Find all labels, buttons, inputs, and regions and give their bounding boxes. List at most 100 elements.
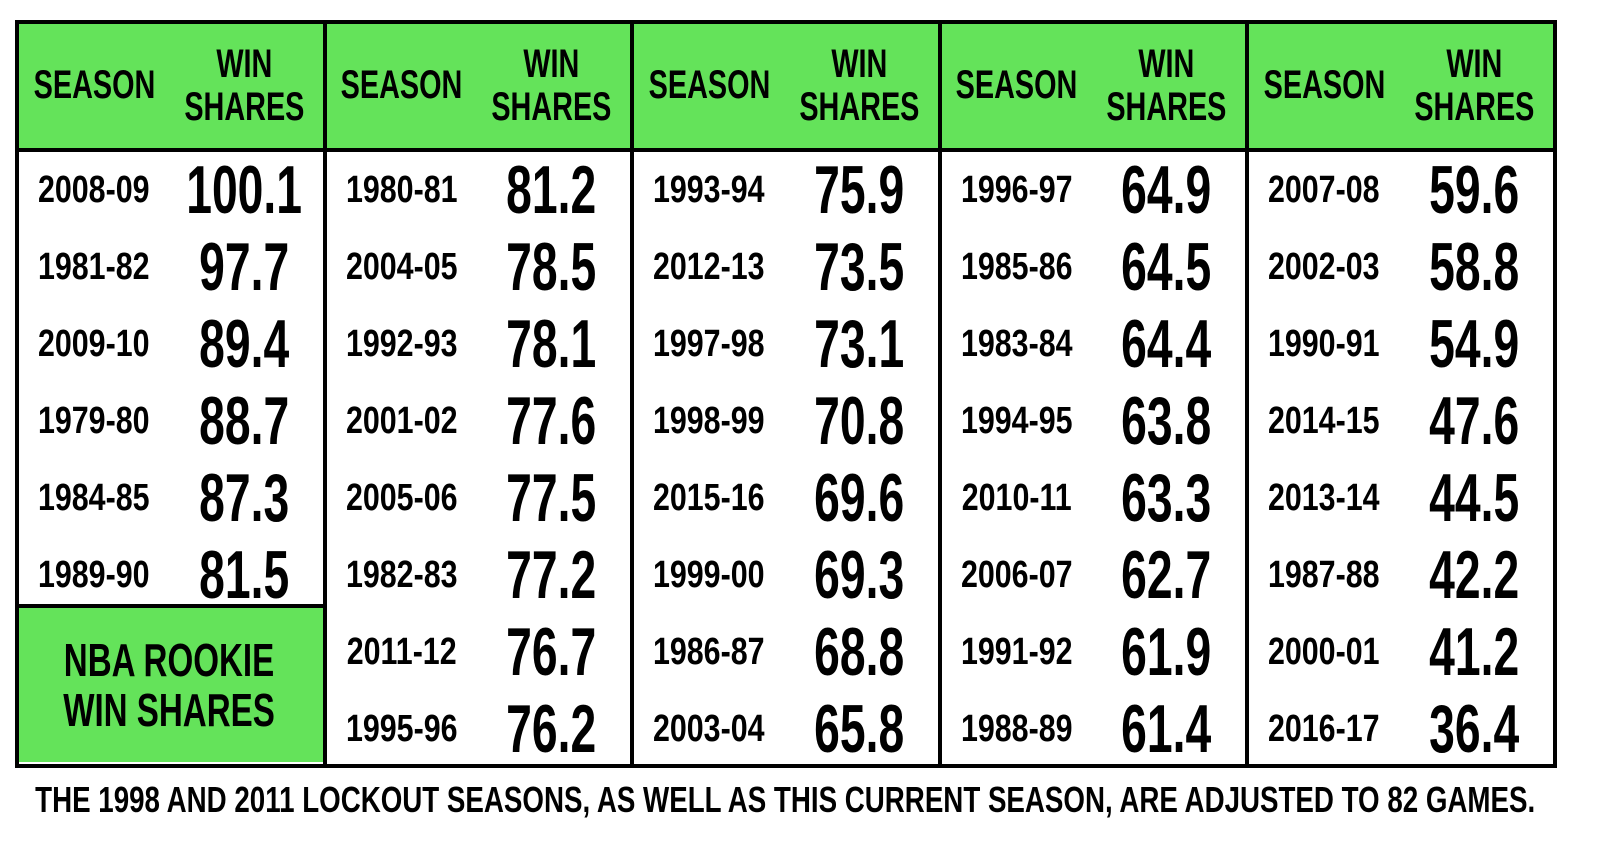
season-cell: 1993-94	[634, 152, 784, 229]
season: 1981-82	[38, 245, 150, 288]
season-cell: 2016-17	[1249, 691, 1399, 768]
season-cell: 1998-99	[634, 383, 784, 460]
win-shares: 63.3	[1121, 459, 1212, 536]
season-cell: 1991-92	[942, 614, 1092, 691]
win-shares-cell: 54.9	[1399, 306, 1549, 383]
header: SEASON WIN SHARES	[941, 24, 1245, 152]
season-cell: 1981-82	[19, 229, 169, 306]
win-shares-cell: 63.3	[1092, 460, 1242, 537]
season-cell: 1983-84	[942, 306, 1092, 383]
season: 1983-84	[960, 322, 1073, 365]
win-shares-cell: 65.8	[784, 691, 934, 768]
win-shares: 78.5	[506, 228, 597, 305]
win-shares: 76.2	[506, 690, 597, 767]
win-shares: 100.1	[186, 151, 302, 228]
season: 1990-91	[1268, 322, 1380, 365]
season-header-cell: SEASON	[1249, 24, 1399, 148]
win-shares: 63.8	[1121, 382, 1212, 459]
season-cell: 1984-85	[19, 460, 169, 537]
season-cell: 1996-97	[942, 152, 1092, 229]
win-shares: 78.1	[506, 305, 597, 382]
win-shares-cell: 44.5	[1399, 460, 1549, 537]
season-cell: 2002-03	[1249, 229, 1399, 306]
win-shares-cell: 62.7	[1092, 537, 1242, 614]
win-shares: 88.7	[198, 382, 289, 459]
win-shares-cell: 59.6	[1399, 152, 1549, 229]
season: 2014-15	[1268, 399, 1380, 442]
season-header-cell: SEASON	[19, 24, 169, 148]
season: 1988-89	[960, 707, 1073, 750]
win-shares-cell: 81.2	[477, 152, 627, 229]
season-header: SEASON	[340, 63, 463, 108]
season: 1984-85	[38, 476, 150, 519]
season: 2004-05	[345, 245, 458, 288]
win-shares-cell: 58.8	[1399, 229, 1549, 306]
win-shares-cell: 89.4	[169, 306, 319, 383]
footnote: THE 1998 AND 2011 LOCKOUT SEASONS, AS WE…	[35, 778, 1536, 820]
season-header: SEASON	[33, 63, 155, 108]
win-shares-header: WIN SHARES	[798, 41, 920, 129]
season: 1982-83	[345, 553, 458, 596]
column-group: SEASON WIN SHARES 1993-94 75.9 2012-13 73.5 19…	[630, 20, 942, 768]
win-shares: 69.6	[813, 459, 904, 536]
win-shares: 77.6	[506, 382, 597, 459]
win-shares-cell: 63.8	[1092, 383, 1242, 460]
win-shares-cell: 41.2	[1399, 614, 1549, 691]
season: 1994-95	[960, 399, 1073, 442]
win-shares-cell: 70.8	[784, 383, 934, 460]
season-cell: 2010-11	[942, 460, 1092, 537]
win-shares-header-cell: WIN SHARES	[169, 24, 319, 148]
win-shares: 68.8	[813, 613, 904, 690]
win-shares: 54.9	[1428, 305, 1519, 382]
win-shares: 41.2	[1428, 613, 1519, 690]
season: 2015-16	[653, 476, 765, 519]
season-cell: 2005-06	[327, 460, 477, 537]
win-shares-cell: 78.1	[477, 306, 627, 383]
season-cell: 2001-02	[327, 383, 477, 460]
season: 1995-96	[345, 707, 458, 750]
season: 2009-10	[38, 322, 150, 365]
column-group: SEASON WIN SHARES 2008-09 100.1 1981-82 97.7 2…	[15, 20, 327, 768]
season: 1999-00	[653, 553, 765, 596]
season: 1993-94	[653, 168, 765, 211]
win-shares-header: WIN SHARES	[183, 41, 305, 129]
win-shares-cell: 73.5	[784, 229, 934, 306]
rookie-title: NBA ROOKIE WIN SHARES	[63, 634, 275, 736]
win-shares-cell: 97.7	[169, 229, 319, 306]
win-shares-cell: 77.2	[477, 537, 627, 614]
season-cell: 1994-95	[942, 383, 1092, 460]
win-shares-cell: 69.6	[784, 460, 934, 537]
season-cell: 1987-88	[1249, 537, 1399, 614]
win-shares: 89.4	[198, 305, 289, 382]
win-shares: 76.7	[506, 613, 597, 690]
win-shares: 97.7	[198, 228, 289, 305]
header: SEASON WIN SHARES	[326, 24, 630, 152]
season-header-cell: SEASON	[942, 24, 1092, 148]
season-cell: 1999-00	[634, 537, 784, 614]
season: 2005-06	[345, 476, 458, 519]
win-shares: 42.2	[1428, 536, 1519, 613]
win-shares: 64.9	[1121, 151, 1212, 228]
header: SEASON WIN SHARES	[1249, 24, 1553, 152]
win-shares: 44.5	[1428, 459, 1519, 536]
win-shares-cell: 69.3	[784, 537, 934, 614]
win-shares-cell: 76.2	[477, 691, 627, 768]
win-shares-cell: 61.4	[1092, 691, 1242, 768]
win-shares: 69.3	[813, 536, 904, 613]
season: 2016-17	[1268, 707, 1380, 750]
season-cell: 1986-87	[634, 614, 784, 691]
season: 2008-09	[38, 168, 150, 211]
column-group: SEASON WIN SHARES 1996-97 64.9 1985-86 64.5 19…	[937, 20, 1249, 768]
season-cell: 2011-12	[327, 614, 477, 691]
win-shares-cell: 77.6	[477, 383, 627, 460]
win-shares: 61.4	[1121, 690, 1212, 767]
header: SEASON WIN SHARES	[19, 24, 323, 152]
season: 1998-99	[653, 399, 765, 442]
win-shares-cell: 75.9	[784, 152, 934, 229]
rookie-box: NBA ROOKIE WIN SHARES	[19, 604, 323, 762]
win-shares-cell: 64.9	[1092, 152, 1242, 229]
season: 2002-03	[1268, 245, 1380, 288]
season-cell: 2015-16	[634, 460, 784, 537]
win-shares-cell: 64.4	[1092, 306, 1242, 383]
